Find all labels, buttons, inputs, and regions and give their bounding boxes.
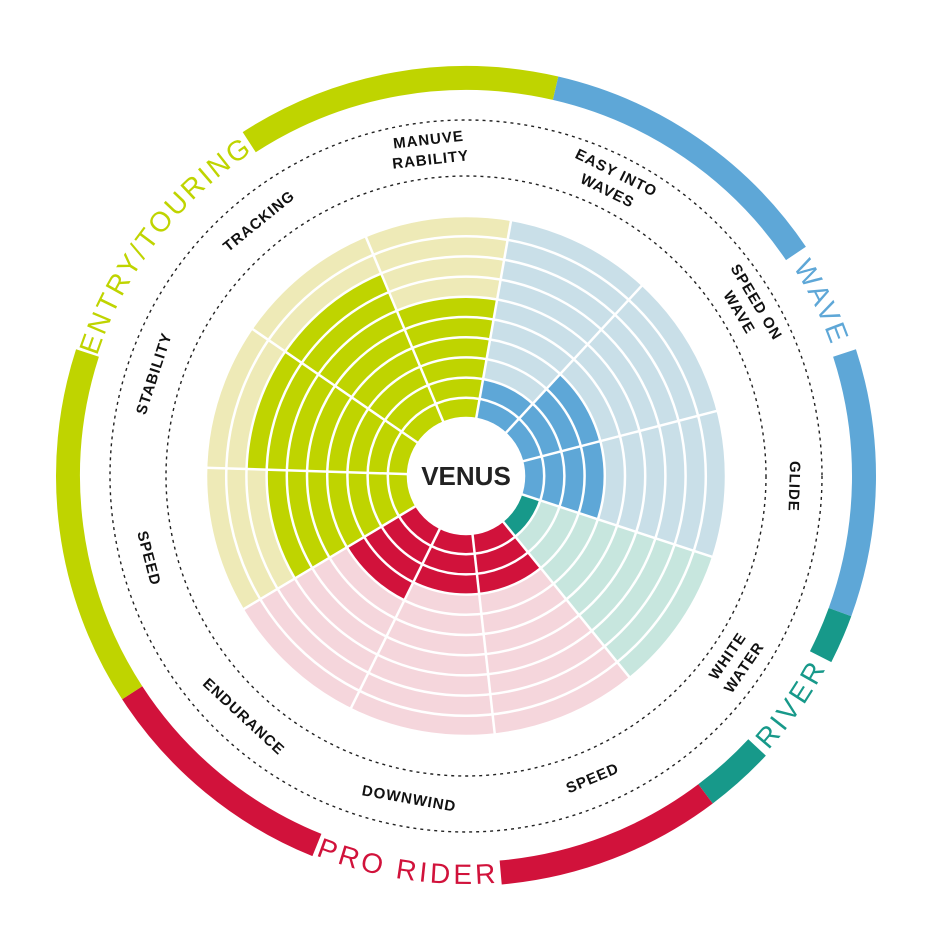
category-label-line: SPEED — [564, 760, 622, 797]
group-label-text: WAVE — [788, 254, 853, 349]
group-arc — [698, 739, 766, 804]
chart-title: VENUS — [421, 461, 511, 491]
category-label: SPEED — [564, 760, 622, 797]
bar — [476, 379, 533, 434]
grid-ring — [346, 356, 586, 596]
grid-ring — [325, 335, 607, 617]
sector-divider — [520, 492, 715, 559]
sector-divider — [521, 409, 719, 463]
grid-ring — [386, 396, 546, 556]
sector-background — [521, 410, 727, 558]
grid-ring — [265, 275, 667, 677]
sector-divider — [471, 533, 497, 736]
category-label-line: DOWNWIND — [361, 782, 458, 815]
category-label: TRACKING — [220, 187, 298, 255]
category-label-line: TRACKING — [220, 187, 298, 255]
group-arc — [122, 686, 322, 857]
sector-divider — [364, 234, 445, 423]
bar — [472, 521, 541, 594]
group-arc — [499, 784, 713, 885]
grid-ring — [406, 416, 526, 536]
category-label: GLIDE — [785, 461, 804, 512]
category-label-line: ENDURANCE — [199, 675, 288, 759]
grid-ring — [285, 295, 647, 657]
group-label: PRO RIDER — [314, 832, 499, 890]
sector-background — [476, 219, 643, 434]
grid-ring — [245, 255, 687, 697]
group-arc — [828, 349, 876, 617]
category-label: DOWNWIND — [361, 782, 458, 815]
sector-divider — [348, 527, 442, 711]
grid-ring — [224, 234, 708, 718]
sector-divider — [474, 218, 513, 420]
category-label: SPEED — [133, 529, 163, 587]
sector-divider — [250, 326, 419, 445]
bar — [502, 494, 541, 537]
bar — [346, 505, 441, 601]
sector-divider — [205, 466, 409, 476]
group-arc — [56, 349, 143, 700]
group-arc — [552, 76, 806, 261]
group-arc — [809, 607, 852, 663]
grid-ring — [366, 376, 566, 576]
bar — [505, 374, 601, 462]
sector-divider — [241, 504, 417, 612]
dashed-ring — [165, 175, 767, 777]
sector-divider — [504, 283, 645, 435]
grid-ring — [305, 315, 627, 637]
category-label-line: SPEED — [133, 529, 163, 587]
group-label-text: RIVER — [749, 654, 829, 754]
bar — [413, 527, 480, 595]
group-label: RIVER — [749, 654, 832, 754]
dashed-ring — [109, 119, 823, 833]
group-arc — [242, 66, 559, 153]
category-label: ENDURANCE — [199, 675, 288, 759]
group-label: WAVE — [788, 254, 856, 349]
grid-ring — [204, 214, 728, 738]
category-label-line: STABILITY — [133, 330, 176, 416]
category-label: STABILITY — [133, 330, 176, 416]
group-label-text: PRO RIDER — [314, 832, 496, 890]
category-label-line: GLIDE — [785, 461, 804, 512]
sector-divider — [501, 520, 632, 680]
